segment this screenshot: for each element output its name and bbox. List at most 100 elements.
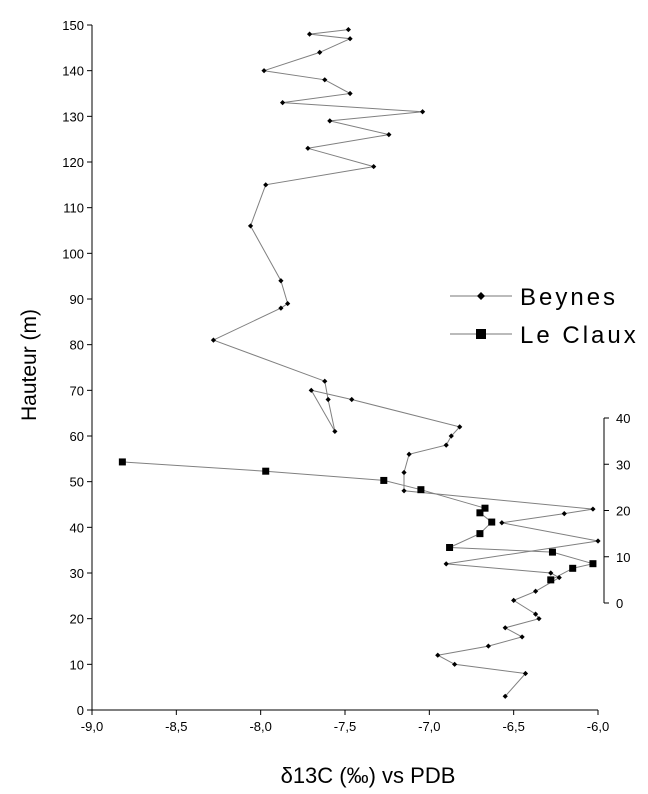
y-tick-label: 30: [70, 566, 84, 581]
data-point-beynes: [278, 305, 284, 311]
data-point-le-claux: [262, 467, 270, 475]
data-point-le-claux: [589, 560, 597, 568]
data-point-beynes: [522, 670, 529, 677]
y2-tick-label: 20: [616, 504, 630, 519]
data-point-beynes: [261, 68, 267, 74]
data-point-beynes: [532, 588, 539, 594]
data-point-beynes: [386, 132, 392, 138]
y-tick-label: 130: [62, 109, 84, 124]
data-point-beynes: [435, 652, 441, 658]
data-point-beynes: [347, 36, 353, 42]
data-point-beynes: [210, 337, 217, 343]
x-tick-label: -6,5: [502, 719, 524, 734]
data-point-beynes: [322, 378, 328, 384]
series-line-le-claux: [122, 461, 594, 581]
y-tick-label: 120: [62, 155, 84, 170]
y-tick-label: 70: [70, 383, 84, 398]
x-tick-label: -7,0: [418, 719, 440, 734]
data-point-le-claux: [476, 530, 484, 538]
data-point-beynes: [308, 387, 314, 393]
y-tick-label: 20: [70, 612, 84, 627]
y-tick-label: 110: [63, 201, 84, 216]
data-point-beynes: [457, 424, 463, 430]
y-tick-label: 100: [62, 246, 84, 261]
data-point-le-claux: [547, 576, 555, 584]
y-tick-label: 40: [70, 520, 84, 535]
data-point-le-claux: [481, 504, 489, 512]
y-tick-label: 60: [70, 429, 84, 444]
data-point-beynes: [317, 49, 323, 55]
data-point-le-claux: [446, 544, 454, 551]
data-point-beynes: [595, 538, 601, 544]
data-point-beynes: [519, 634, 525, 640]
data-point-beynes: [536, 616, 542, 622]
legend-marker-le-claux: [476, 329, 486, 339]
x-tick-label: -9,0: [81, 719, 103, 734]
y-tick-label: 0: [77, 703, 84, 718]
data-point-le-claux: [569, 564, 577, 572]
series-line-beynes: [212, 29, 599, 697]
data-point-beynes: [502, 693, 508, 699]
data-point-beynes: [511, 597, 517, 603]
data-point-beynes: [406, 451, 412, 457]
data-point-beynes: [443, 442, 449, 448]
x-tick-label: -8,5: [165, 719, 187, 734]
y-tick-label: 50: [70, 475, 84, 490]
data-point-beynes: [332, 428, 338, 435]
data-point-beynes: [349, 396, 355, 403]
data-point-beynes: [263, 182, 269, 188]
y-tick-label: 80: [70, 338, 84, 353]
data-point-beynes: [532, 611, 539, 617]
legend-label-le-claux: Le Claux: [520, 322, 639, 349]
data-point-beynes: [347, 90, 353, 97]
data-point-beynes: [327, 118, 333, 124]
data-point-beynes: [285, 300, 291, 307]
data-point-le-claux: [118, 458, 126, 466]
data-point-beynes: [499, 520, 505, 526]
series-markers: [118, 26, 601, 699]
data-point-le-claux: [417, 486, 425, 494]
y-axis: 0 10 20 30 40 50 60 70 80 90 100 110 120 130 140 150: [62, 18, 93, 718]
y-tick-label: 140: [62, 64, 84, 79]
data-point-le-claux: [476, 509, 484, 517]
legend: Beynes Le Claux: [450, 284, 639, 349]
data-point-beynes: [371, 163, 377, 170]
y2-axis: 0 10 20 30 40: [603, 411, 630, 611]
data-point-beynes: [278, 278, 284, 284]
x-axis: -9,0 -8,5 -8,0 -7,5 -7,0 -6,5 -6,0: [81, 709, 609, 734]
data-point-beynes: [419, 109, 426, 115]
x-axis-title: δ13C (‰) vs PDB: [281, 763, 456, 788]
series-lines: [122, 29, 599, 697]
data-point-beynes: [305, 145, 311, 151]
y-tick-label: 90: [70, 292, 84, 307]
y-axis-title: Hauteur (m): [18, 309, 41, 421]
data-point-beynes: [279, 100, 286, 106]
x-tick-label: -8,0: [249, 719, 271, 734]
data-point-beynes: [452, 661, 458, 667]
data-point-beynes: [590, 506, 596, 512]
data-point-beynes: [448, 433, 454, 439]
data-point-beynes: [322, 77, 328, 83]
data-point-beynes: [401, 488, 407, 494]
data-point-beynes: [485, 643, 491, 649]
y2-tick-label: 10: [616, 550, 630, 565]
y2-tick-label: 30: [616, 457, 630, 472]
data-point-beynes: [325, 396, 331, 403]
data-point-le-claux: [548, 548, 556, 556]
data-point-le-claux: [488, 518, 496, 526]
y2-tick-label: 0: [616, 596, 623, 611]
data-point-le-claux: [380, 476, 388, 484]
x-tick-label: -6,0: [587, 719, 609, 734]
data-point-beynes: [556, 574, 562, 581]
data-point-beynes: [561, 511, 567, 517]
y-tick-label: 150: [62, 18, 84, 33]
data-point-beynes: [502, 625, 508, 631]
data-point-beynes: [306, 31, 313, 37]
y2-tick-label: 40: [616, 411, 630, 426]
legend-marker-beynes: [477, 292, 485, 300]
data-point-beynes: [247, 223, 254, 229]
x-tick-label: -7,5: [334, 719, 356, 734]
data-point-beynes: [443, 561, 449, 567]
data-point-beynes: [548, 570, 554, 576]
